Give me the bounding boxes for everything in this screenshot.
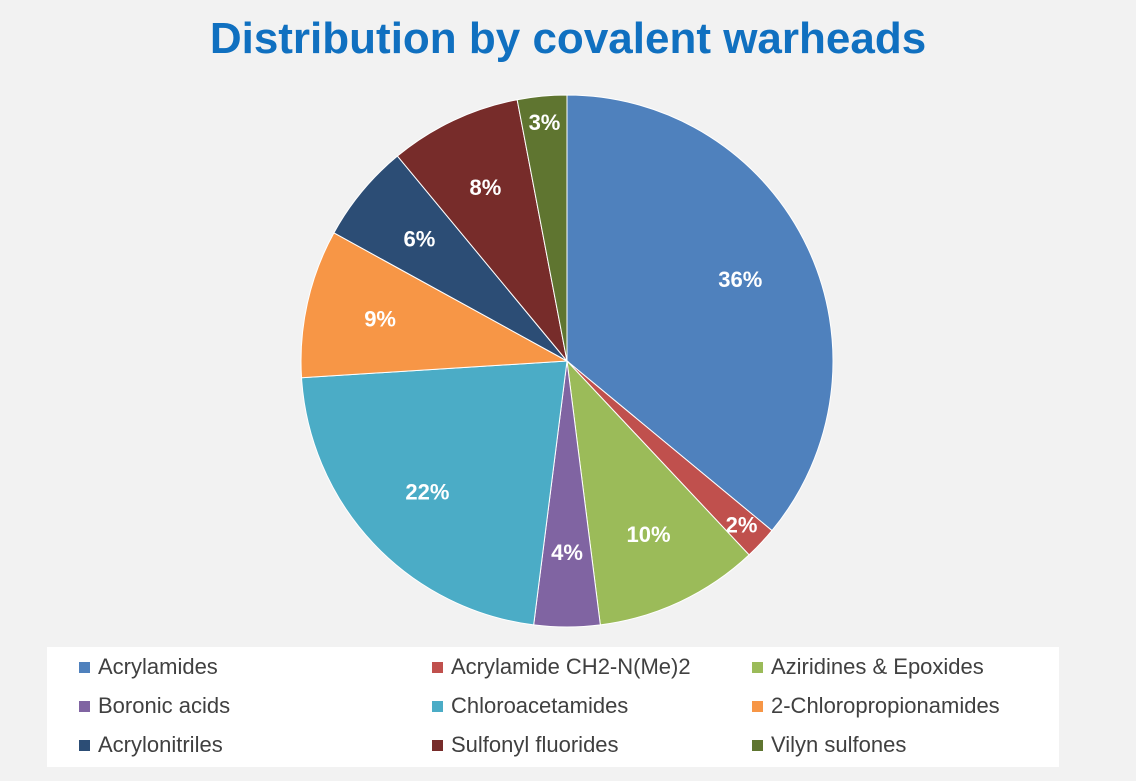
- legend-swatch: [432, 700, 443, 712]
- legend-item: 2-Chloropropionamides: [752, 693, 1000, 719]
- legend-item: Sulfonyl fluorides: [432, 732, 619, 758]
- pie-slice-4: [300, 360, 568, 626]
- chart-title: Distribution by covalent warheads: [209, 14, 927, 63]
- legend-item: Acrylonitriles: [79, 732, 223, 758]
- data-label-1: 2%: [726, 512, 758, 537]
- legend: Acrylamides Acrylamide CH2-N(Me)2 Aziridin…: [47, 647, 1059, 767]
- legend-label: Acrylamides: [98, 654, 218, 679]
- legend-item: Acrylamides: [79, 654, 218, 680]
- legend-swatch: [752, 700, 763, 712]
- legend-item: Boronic acids: [79, 693, 230, 719]
- data-label-3: 4%: [551, 540, 583, 565]
- legend-label: Acrylonitriles: [98, 732, 223, 757]
- legend-item: Vilyn sulfones: [752, 732, 906, 758]
- pie-slice-8: [516, 94, 568, 362]
- legend-swatch: [79, 700, 90, 712]
- legend-label: Boronic acids: [98, 693, 231, 718]
- data-label-4: 22%: [405, 480, 449, 505]
- legend-label: Chloroacetamides: [451, 693, 629, 718]
- pie-slice-5: [300, 232, 569, 379]
- data-label-6: 6%: [404, 226, 436, 251]
- pie-slice-0: [566, 94, 834, 532]
- legend-item: Acrylamide CH2-N(Me)2: [432, 654, 691, 680]
- legend-label: Aziridines & Epoxides: [771, 654, 984, 679]
- legend-item: Aziridines & Epoxides: [752, 654, 984, 680]
- pie-slice-2: [566, 359, 750, 626]
- legend-swatch: [79, 661, 90, 673]
- data-label-8: 3%: [529, 110, 561, 135]
- legend-swatch: [79, 739, 90, 751]
- data-label-5: 9%: [364, 307, 396, 332]
- legend-swatch: [432, 739, 443, 751]
- legend-swatch: [752, 661, 763, 673]
- legend-label: Vilyn sulfones: [771, 732, 907, 757]
- legend-swatch: [432, 661, 443, 673]
- legend-label: Sulfonyl fluorides: [451, 732, 619, 757]
- legend-label: 2-Chloropropionamides: [771, 693, 1000, 718]
- data-label-2: 10%: [627, 522, 671, 547]
- legend-item: Chloroacetamides: [432, 693, 628, 719]
- data-label-0: 36%: [718, 267, 762, 292]
- legend-label: Acrylamide CH2-N(Me)2: [451, 654, 691, 679]
- pie-slice-7: [396, 99, 568, 362]
- legend-swatch: [752, 739, 763, 751]
- data-label-7: 8%: [470, 175, 502, 200]
